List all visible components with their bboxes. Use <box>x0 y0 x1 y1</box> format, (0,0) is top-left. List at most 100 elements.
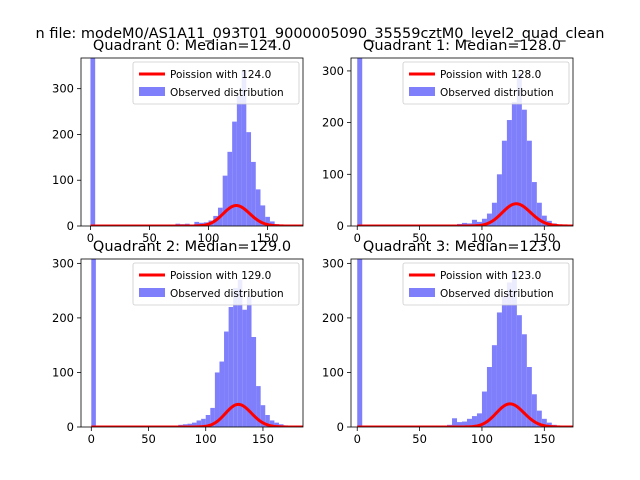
legend-box <box>402 262 570 306</box>
y-tick-label: 0 <box>337 420 344 434</box>
subplot-quadrant-3: 0 50 100 150 0 100 200 300 Quadrant 3: Median=12… <box>322 239 574 446</box>
hist-bar <box>476 413 482 427</box>
y-tick-label: 0 <box>67 420 74 434</box>
legend: Poission with 124.0 Observed distribution <box>132 61 300 105</box>
hist-bar <box>471 219 477 226</box>
hist-bar <box>501 296 507 427</box>
subplot-quadrant-2: 0 50 100 150 0 100 200 300 Quadrant 2: Median=12… <box>52 239 304 446</box>
legend: Poission with 123.0 Observed distribution <box>402 262 570 306</box>
legend-label-observed: Observed distribution <box>440 87 554 99</box>
hist-bar <box>265 415 270 427</box>
hist-bar <box>214 372 220 427</box>
subplot-grid: 0 50 100 150 0 100 200 300 Quadrant 0: Median=12… <box>52 38 574 446</box>
hist-bar <box>516 73 522 226</box>
x-tick-label: 100 <box>471 231 493 245</box>
hist-bar <box>260 405 266 427</box>
hist-bar <box>486 213 492 226</box>
hist-bar <box>462 421 467 427</box>
hist-bar <box>205 415 211 427</box>
legend-label-poisson: Poission with 128.0 <box>440 69 541 81</box>
subplot-title: Quadrant 0: Median=124.0 <box>93 38 291 54</box>
hist-bar <box>357 259 363 427</box>
hist-bar <box>246 296 252 427</box>
hist-bar <box>536 410 542 427</box>
y-tick-label: 300 <box>52 82 74 96</box>
axes-frame <box>80 258 304 428</box>
hist-bar <box>242 309 247 427</box>
legend-box <box>402 61 570 105</box>
hist-bar <box>521 109 527 226</box>
hist-bar <box>260 205 266 226</box>
x-tick-label: 0 <box>354 432 361 446</box>
hist-bar <box>531 182 537 226</box>
legend-label-observed: Observed distribution <box>170 87 284 99</box>
hist-bar <box>192 422 197 427</box>
hist-bar <box>511 101 517 226</box>
hist-bar <box>269 221 275 226</box>
legend-label-poisson: Poission with 124.0 <box>170 69 271 81</box>
x-tick-label: 150 <box>533 231 555 245</box>
legend-patch-swatch <box>139 87 165 96</box>
y-tick-label: 100 <box>322 167 344 181</box>
legend: Poission with 128.0 Observed distribution <box>402 61 570 105</box>
hist-bar <box>222 175 228 226</box>
hist-bar <box>251 337 257 427</box>
hist-bar <box>462 222 467 226</box>
legend-patch-swatch <box>409 288 435 297</box>
x-tick-label: 100 <box>471 432 493 446</box>
hist-bar <box>265 216 270 226</box>
legend: Poission with 129.0 Observed distribution <box>132 262 300 306</box>
y-tick-label: 0 <box>337 219 344 233</box>
legend-box <box>132 61 300 105</box>
y-tick-label: 300 <box>52 256 74 270</box>
hist-bar <box>194 221 200 226</box>
hist-bar <box>481 218 487 226</box>
x-tick-label: 50 <box>141 432 156 446</box>
y-tick-label: 300 <box>322 64 344 78</box>
hist-bar <box>269 420 275 427</box>
legend-patch-swatch <box>139 288 165 297</box>
legend-patch-swatch <box>409 87 435 96</box>
axes-frame <box>350 258 574 428</box>
x-tick-label: 0 <box>354 231 361 245</box>
subplot-title: Quadrant 3: Median=123.0 <box>363 239 561 255</box>
hist-bar <box>241 70 247 226</box>
axes-frame <box>80 57 304 227</box>
hist-bar <box>491 345 497 427</box>
hist-bar <box>90 58 96 226</box>
x-tick-label: 150 <box>252 432 274 446</box>
hist-bar <box>255 189 261 226</box>
x-tick-label: 100 <box>198 231 220 245</box>
hist-bar <box>466 418 472 427</box>
legend-label-observed: Observed distribution <box>170 288 284 300</box>
x-tick-label: 50 <box>412 231 427 245</box>
hist-bar <box>228 307 234 427</box>
hist-bar <box>541 418 547 427</box>
legend-box <box>132 262 300 306</box>
subplot-quadrant-0: 0 50 100 150 0 100 200 300 Quadrant 0: Median=12… <box>52 38 304 245</box>
hist-bar <box>511 271 517 427</box>
x-tick-label: 150 <box>257 231 279 245</box>
hist-bar <box>536 202 542 226</box>
y-tick-label: 100 <box>52 365 74 379</box>
subplot-title: Quadrant 1: Median=128.0 <box>363 38 561 54</box>
hist-bar <box>187 423 192 427</box>
y-tick-label: 200 <box>52 311 74 325</box>
hist-bar <box>526 140 532 226</box>
hist-bar <box>516 315 522 427</box>
hist-bar <box>227 151 233 226</box>
x-tick-label: 50 <box>412 432 427 446</box>
y-tick-label: 100 <box>52 173 74 187</box>
hist-bar <box>219 361 225 427</box>
hist-bar <box>471 416 477 427</box>
hist-bar <box>501 140 507 226</box>
x-tick-label: 100 <box>195 432 217 446</box>
hist-bar <box>491 202 497 226</box>
subplot-quadrant-1: 0 50 100 150 0 100 200 300 Quadrant 1: Median=12… <box>322 38 574 245</box>
hist-bar <box>91 259 96 427</box>
hist-bar <box>232 121 237 226</box>
axes-frame <box>350 57 574 227</box>
x-tick-label: 150 <box>533 432 555 446</box>
legend-label-poisson: Poission with 129.0 <box>170 270 271 282</box>
